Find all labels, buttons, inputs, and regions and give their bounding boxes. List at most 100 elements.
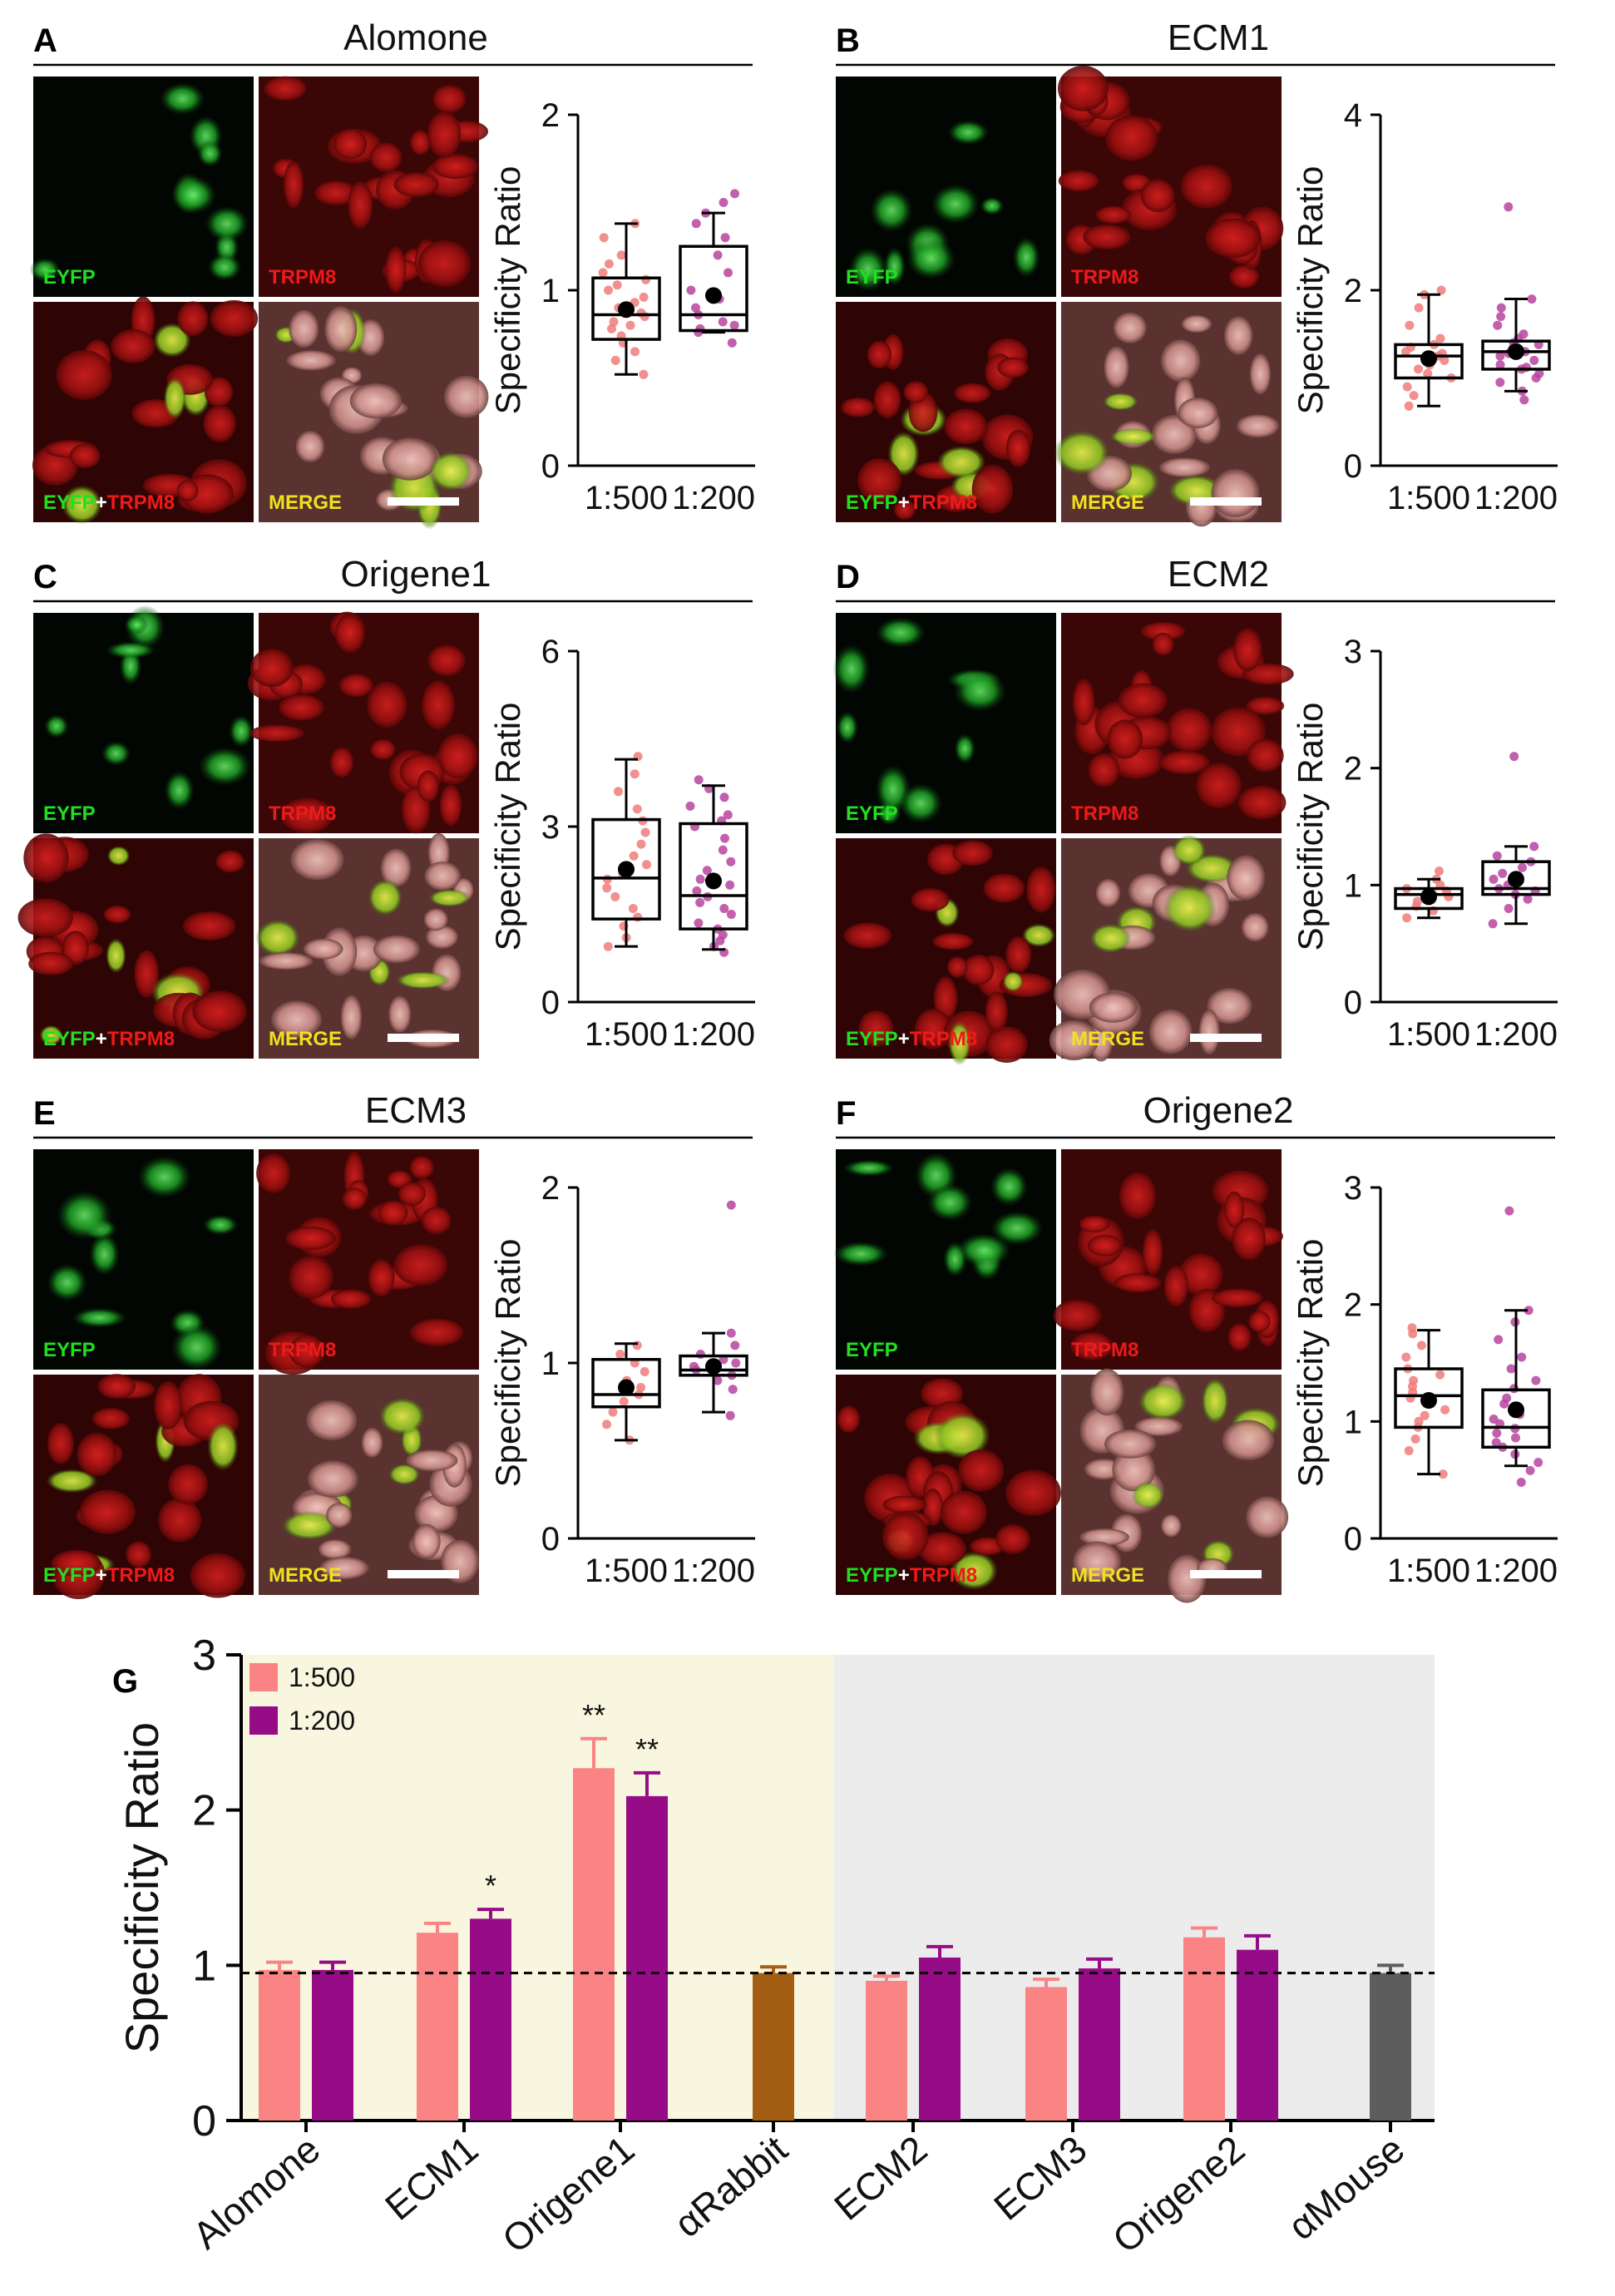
cell-body bbox=[1178, 397, 1218, 429]
cell-body bbox=[168, 1464, 209, 1505]
cell-body bbox=[62, 931, 89, 965]
cell-body bbox=[1227, 855, 1266, 901]
cell-body bbox=[867, 340, 891, 369]
data-point bbox=[686, 285, 696, 295]
data-point bbox=[726, 910, 736, 919]
cell-body bbox=[1207, 988, 1252, 1025]
data-point bbox=[1416, 1341, 1426, 1350]
cell-body bbox=[1083, 225, 1131, 249]
cell-body bbox=[985, 1026, 1028, 1063]
cell-body bbox=[980, 196, 1005, 215]
data-point bbox=[1519, 395, 1529, 405]
cell-body bbox=[931, 184, 980, 225]
box bbox=[679, 244, 748, 333]
data-point bbox=[694, 918, 704, 928]
cell-body bbox=[1247, 738, 1284, 773]
micrograph-trpm8 bbox=[1058, 66, 1284, 297]
data-point bbox=[1405, 320, 1415, 330]
data-point bbox=[1519, 329, 1529, 339]
y-tick-label: 2 bbox=[1344, 751, 1362, 788]
cell-body bbox=[1089, 923, 1132, 954]
data-point bbox=[1529, 842, 1539, 852]
data-point bbox=[1409, 1375, 1419, 1385]
cell-body bbox=[330, 1289, 372, 1309]
cell-body bbox=[843, 922, 892, 949]
y-axis-label: Specificity Ratio bbox=[488, 703, 527, 951]
label-eyfp: EYFP bbox=[846, 802, 898, 825]
label-eyfp: EYFP bbox=[43, 802, 96, 825]
x-tick-label: 1:500 bbox=[585, 480, 668, 516]
x-tick-label: 1:500 bbox=[1387, 1016, 1470, 1053]
cell-body bbox=[111, 329, 156, 363]
data-point bbox=[641, 274, 651, 284]
data-point bbox=[719, 904, 729, 913]
cell-body bbox=[1089, 992, 1138, 1023]
cell-body bbox=[1013, 237, 1040, 278]
panel-letter: C bbox=[33, 559, 57, 595]
label-trpm8-part: TRPM8 bbox=[910, 1564, 977, 1587]
label-eyfp-part: EYFP bbox=[43, 1028, 96, 1050]
x-tick-label: ECM1 bbox=[377, 2127, 486, 2229]
cell-body bbox=[947, 956, 968, 978]
data-point bbox=[612, 280, 622, 290]
legend-label-1500: 1:500 bbox=[289, 1662, 355, 1692]
y-tick-label: 1 bbox=[541, 1346, 560, 1382]
cell-body bbox=[1005, 429, 1031, 467]
box bbox=[1481, 339, 1551, 371]
cell-body bbox=[378, 1200, 408, 1226]
cell-body bbox=[1241, 912, 1269, 942]
box bbox=[1394, 1367, 1464, 1429]
cell-body bbox=[395, 971, 451, 990]
data-point bbox=[1404, 1446, 1414, 1455]
cell-body bbox=[1205, 218, 1261, 259]
cell-body bbox=[1223, 316, 1253, 355]
data-point bbox=[1489, 1415, 1499, 1424]
cell-body bbox=[1005, 1469, 1061, 1516]
cell-body bbox=[182, 911, 236, 941]
label-eyfp-part: EYFP bbox=[846, 1564, 898, 1587]
cell-body bbox=[255, 919, 301, 956]
data-point bbox=[725, 1410, 735, 1420]
cell-body bbox=[903, 381, 929, 403]
cell-body bbox=[79, 1489, 136, 1534]
cell-body bbox=[911, 887, 950, 912]
cell-body bbox=[289, 1335, 325, 1368]
panel-g: G 0 1 2 3 Specificity Ratio 1:500 1:200 Alomone *… bbox=[112, 1632, 1435, 2261]
cell-body bbox=[837, 1405, 861, 1433]
mean-marker bbox=[618, 1379, 635, 1396]
cell-body bbox=[47, 1263, 87, 1302]
bar bbox=[1370, 1973, 1411, 2121]
data-point bbox=[726, 857, 736, 867]
data-point bbox=[727, 338, 737, 348]
cell-body bbox=[1148, 1009, 1193, 1054]
mean-marker bbox=[705, 872, 722, 890]
cell-body bbox=[990, 1167, 1028, 1207]
cell-body bbox=[170, 176, 217, 215]
data-point bbox=[1438, 1469, 1448, 1479]
cell-body bbox=[950, 1551, 998, 1591]
cell-body bbox=[1049, 1020, 1099, 1061]
mean-marker bbox=[1508, 1401, 1524, 1419]
cell-body bbox=[1172, 835, 1207, 866]
bar bbox=[866, 1981, 907, 2121]
data-point bbox=[630, 347, 640, 357]
cell-body bbox=[1140, 621, 1186, 641]
cell-body bbox=[333, 128, 368, 160]
cell-body bbox=[432, 154, 479, 179]
cell-body bbox=[985, 991, 1008, 1032]
box bbox=[1481, 1388, 1551, 1449]
y-tick-label: 0 bbox=[541, 448, 560, 485]
cell-body bbox=[295, 430, 325, 463]
cell-body bbox=[171, 1324, 223, 1370]
data-point bbox=[723, 810, 733, 820]
mean-marker bbox=[705, 1358, 722, 1375]
cell-body bbox=[290, 839, 344, 881]
cell-body bbox=[101, 741, 131, 766]
bar bbox=[417, 1933, 458, 2121]
data-point bbox=[636, 839, 646, 849]
data-point bbox=[1495, 351, 1505, 361]
micrograph-eyfp bbox=[832, 613, 1056, 833]
cell-body bbox=[210, 300, 259, 337]
cell-body bbox=[1181, 314, 1212, 333]
cell-body bbox=[393, 172, 439, 197]
